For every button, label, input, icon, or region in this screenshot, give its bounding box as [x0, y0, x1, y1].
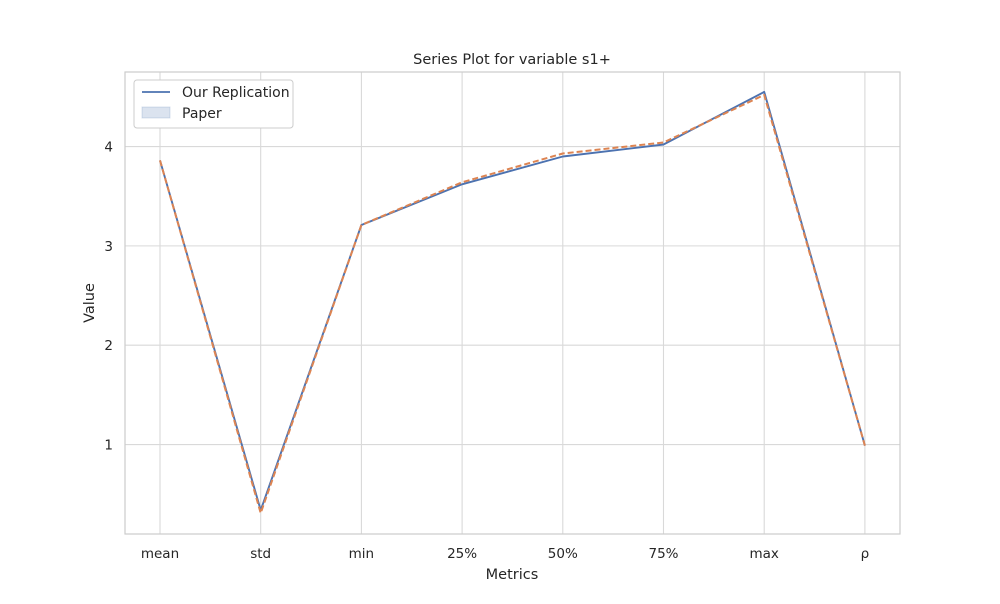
- legend-box: [133, 79, 294, 129]
- legend-label-replication: Our Replication: [182, 85, 290, 101]
- x-tick-label: std: [250, 546, 271, 562]
- y-tick-label: 3: [104, 239, 113, 255]
- series-line-paper: [159, 93, 866, 515]
- x-tick-label: max: [749, 546, 778, 562]
- tick-labels: mean std min 25% 50% 75% max ρ 1 2 3 4: [104, 140, 869, 562]
- y-tick-label: 4: [104, 140, 113, 156]
- x-tick-label: min: [349, 546, 374, 562]
- x-tick-label: 75%: [648, 546, 678, 562]
- legend-patch-swatch: [141, 106, 171, 119]
- legend-label-paper: Paper: [182, 106, 222, 122]
- series-layer: [159, 90, 866, 515]
- series-line-replication: [159, 90, 866, 512]
- x-axis-label: Metrics: [486, 567, 539, 583]
- y-axis-label: Value: [82, 283, 98, 323]
- x-tick-label: mean: [141, 546, 179, 562]
- y-tick-label: 2: [104, 338, 113, 354]
- plot-area-border: [124, 71, 901, 535]
- legend: Our Replication Paper: [133, 79, 294, 129]
- y-tick-label: 1: [104, 438, 113, 454]
- chart-title: Series Plot for variable s1+: [413, 52, 611, 68]
- x-tick-label: ρ: [861, 546, 870, 562]
- x-tick-label: 50%: [548, 546, 578, 562]
- grid-lines: [125, 72, 900, 534]
- x-tick-label: 25%: [447, 546, 477, 562]
